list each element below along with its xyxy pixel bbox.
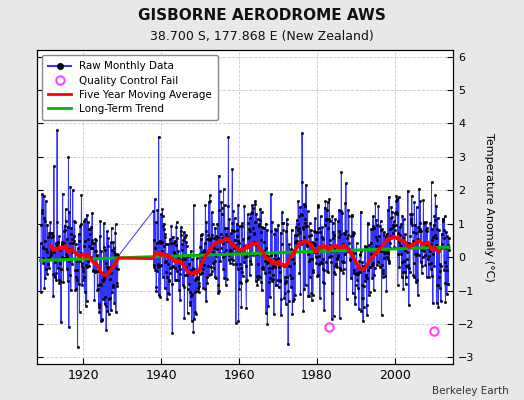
Text: Berkeley Earth: Berkeley Earth xyxy=(432,386,508,396)
Text: 38.700 S, 177.868 E (New Zealand): 38.700 S, 177.868 E (New Zealand) xyxy=(150,30,374,43)
Legend: Raw Monthly Data, Quality Control Fail, Five Year Moving Average, Long-Term Tren: Raw Monthly Data, Quality Control Fail, … xyxy=(42,55,219,120)
Y-axis label: Temperature Anomaly (°C): Temperature Anomaly (°C) xyxy=(484,133,494,281)
Text: GISBORNE AERODROME AWS: GISBORNE AERODROME AWS xyxy=(138,8,386,23)
